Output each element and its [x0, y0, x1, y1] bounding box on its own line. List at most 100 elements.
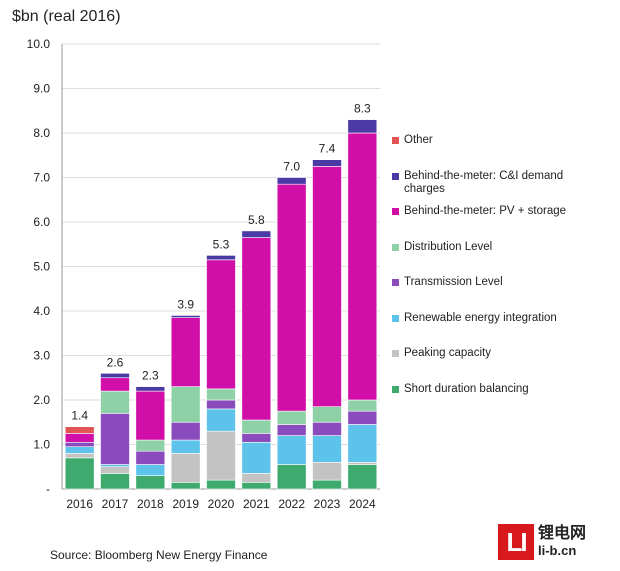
stacked-bar-chart: 10.0 9.0 8.0 7.0 6.0 5.0 4.0 3.0 2.0 1.0 - 1.4 2016 2…: [27, 37, 380, 511]
total-label-2016: 1.4: [71, 409, 88, 423]
bar-segment-2017-renewable-energy-integration: [100, 464, 130, 468]
bar-segment-2019-distribution-level: [170, 386, 201, 423]
legend-item: Transmission Level: [392, 276, 607, 289]
bar-segment-2020-short-duration-balancing: [206, 479, 236, 490]
bar-segment-2022-distribution-level: [276, 410, 307, 425]
bar-segment-2024-behind-the-meter-c-i-demand-charges: [347, 119, 378, 134]
total-label-2024: 8.3: [354, 102, 371, 116]
bar-segment-2023-renewable-energy-integration: [312, 435, 342, 463]
bar-segment-2021-transmission-level: [241, 433, 272, 443]
site-logo: LI 锂电网 li-b.cn: [498, 524, 586, 560]
bar-segment-2017-behind-the-meter-c-i-demand-charges: [100, 372, 130, 379]
y-tick-label: 7.0: [33, 171, 50, 185]
bar-segment-2021-behind-the-meter-c-i-demand-charges: [241, 230, 272, 238]
bar-segment-2019-short-duration-balancing: [170, 482, 201, 490]
total-label-2017: 2.6: [107, 355, 124, 369]
bar-segment-2018-distribution-level: [135, 439, 166, 452]
bar-segment-2019-behind-the-meter-c-i-demand-charges: [170, 315, 201, 318]
bar-segment-2017-peaking-capacity: [100, 466, 130, 474]
y-tick-label: 4.0: [33, 304, 50, 318]
legend-swatch: [392, 279, 399, 286]
logo-url: li-b.cn: [538, 543, 577, 558]
y-tick-label: 5.0: [33, 260, 50, 274]
bar-segment-2018-behind-the-meter-c-i-demand-charges: [135, 386, 166, 392]
bar-segment-2016-behind-the-meter-pv-storage: [64, 433, 95, 443]
bar-segment-2024-behind-the-meter-pv-storage: [347, 132, 378, 401]
total-label-2023: 7.4: [319, 142, 336, 156]
bar-segment-2017-distribution-level: [100, 390, 130, 414]
bar-segment-2021-short-duration-balancing: [241, 482, 272, 490]
legend-label: Peaking capacity: [404, 347, 491, 359]
legend-label: Distribution Level: [404, 240, 493, 253]
y-tick-label: -: [46, 482, 50, 496]
legend-label: Renewable energy integration: [404, 311, 557, 324]
bar-segment-2024-peaking-capacity: [347, 461, 378, 465]
bar-segment-2023-distribution-level: [312, 406, 342, 423]
x-tick-label-2022: 2022: [278, 497, 305, 511]
bar-segment-2018-renewable-energy-integration: [135, 464, 166, 476]
bar-segment-2018-transmission-level: [135, 450, 166, 465]
bar-segment-2017-behind-the-meter-pv-storage: [100, 377, 130, 392]
bar-segment-2016-peaking-capacity: [64, 453, 95, 459]
bar-segment-2024-renewable-energy-integration: [347, 424, 378, 463]
legend-label: Transmission Level: [404, 276, 503, 288]
bar-segment-2021-peaking-capacity: [241, 473, 272, 483]
x-tick-label-2017: 2017: [102, 497, 129, 511]
bar-segment-2020-behind-the-meter-pv-storage: [206, 259, 236, 390]
legend-item: Behind-the-meter: PV + storage: [392, 205, 607, 218]
legend-swatch: [392, 243, 399, 251]
total-label-2018: 2.3: [142, 369, 159, 383]
bar-segment-2022-short-duration-balancing: [276, 464, 307, 490]
bar-segment-2020-behind-the-meter-c-i-demand-charges: [206, 255, 236, 261]
bar-segment-2016-transmission-level: [64, 441, 95, 448]
y-tick-label: 9.0: [33, 82, 50, 96]
y-tick-label: 6.0: [33, 215, 50, 229]
bar-segment-2019-renewable-energy-integration: [170, 439, 201, 454]
legend-item: Short duration balancing: [392, 383, 607, 396]
bar-segment-2024-distribution-level: [347, 399, 378, 412]
y-tick-label: 3.0: [33, 349, 50, 363]
source-note: Source: Bloomberg New Energy Finance: [50, 548, 268, 562]
y-tick-label: 1.0: [33, 438, 50, 452]
bar-segment-2020-renewable-energy-integration: [206, 408, 236, 432]
legend-item: Other: [392, 134, 607, 147]
x-tick-label-2020: 2020: [208, 497, 235, 511]
x-tick-label-2018: 2018: [137, 497, 164, 511]
bar-segment-2023-behind-the-meter-c-i-demand-charges: [312, 159, 342, 167]
legend-swatch: [392, 350, 399, 357]
y-tick-label: 2.0: [33, 393, 50, 407]
y-axis-title: $bn (real 2016): [12, 8, 121, 25]
bar-segment-2021-behind-the-meter-pv-storage: [241, 237, 272, 421]
logo-chinese-text: 锂电网: [538, 525, 587, 542]
bar-segment-2020-distribution-level: [206, 388, 236, 401]
bar-segment-2022-behind-the-meter-pv-storage: [276, 183, 307, 412]
bar-segment-2018-behind-the-meter-pv-storage: [135, 390, 166, 441]
bar-segment-2016-short-duration-balancing: [64, 457, 95, 490]
legend-label: Other: [404, 134, 433, 146]
x-tick-label-2019: 2019: [172, 497, 199, 511]
bar-segment-2022-transmission-level: [276, 424, 307, 436]
bar-segment-2016-renewable-energy-integration: [64, 446, 95, 454]
bar-segment-2019-peaking-capacity: [170, 453, 201, 483]
total-label-2021: 5.8: [248, 213, 265, 227]
legend-item: Peaking capacity: [392, 347, 607, 360]
bar-segment-2021-renewable-energy-integration: [241, 441, 272, 474]
bar-segment-2018-short-duration-balancing: [135, 475, 166, 490]
bar-segment-2019-behind-the-meter-pv-storage: [170, 317, 201, 387]
x-tick-label-2023: 2023: [314, 497, 341, 511]
bar-segment-2022-renewable-energy-integration: [276, 435, 307, 465]
total-label-2019: 3.9: [177, 297, 194, 311]
bar-segment-2016-other: [64, 426, 95, 434]
legend-swatch: [392, 137, 399, 144]
bar-segment-2023-behind-the-meter-pv-storage: [312, 166, 342, 407]
legend-item: Renewable energy integration: [392, 312, 607, 325]
bar-segment-2017-transmission-level: [100, 413, 130, 465]
legend-swatch: [392, 385, 399, 393]
bar-segment-2020-transmission-level: [206, 399, 236, 410]
legend-swatch: [392, 172, 399, 180]
legend-label: Behind-the-meter: C&I demand charges: [404, 169, 564, 195]
legend-label: Behind-the-meter: PV + storage: [404, 205, 567, 217]
total-label-2020: 5.3: [213, 237, 230, 251]
bar-segment-2019-transmission-level: [170, 421, 201, 441]
logo-mark: LI: [498, 524, 534, 560]
